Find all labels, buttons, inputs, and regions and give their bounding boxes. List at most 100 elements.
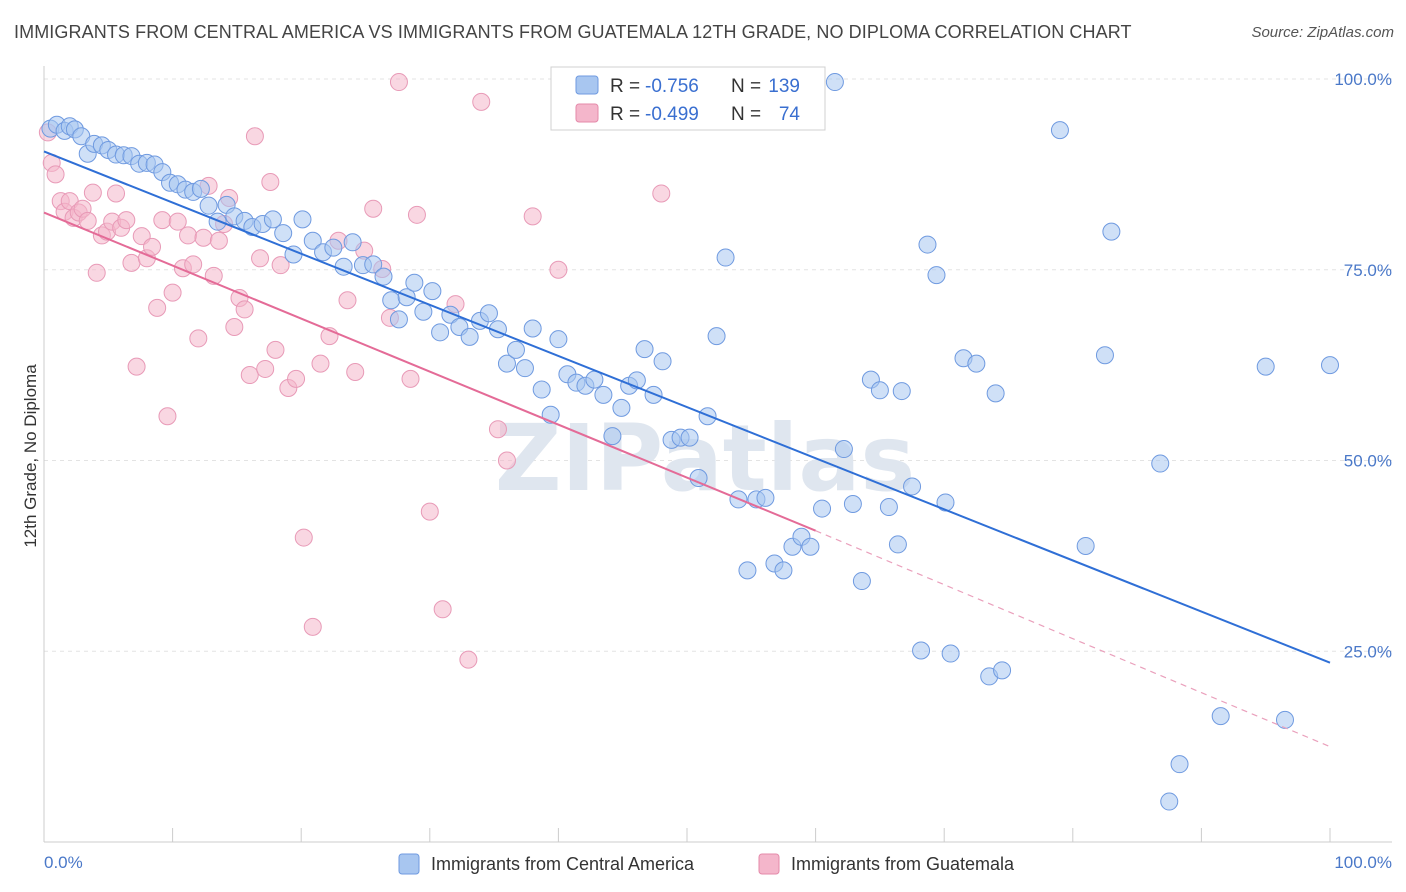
central-america-point: [1321, 356, 1339, 375]
legend-swatch-blue: [575, 75, 599, 95]
guatemala-point: [78, 211, 97, 230]
central-america-point: [1170, 755, 1189, 774]
guatemala-point: [240, 366, 259, 385]
central-america-point: [879, 498, 898, 517]
central-america-point: [515, 359, 534, 378]
source-credit: Source: ZipAtlas.com: [1251, 24, 1394, 41]
central-america-point: [603, 427, 622, 446]
y-tick-label: 50.0%: [1344, 452, 1392, 471]
central-america-point: [941, 644, 960, 663]
central-america-point: [460, 327, 479, 346]
central-america-point: [506, 340, 525, 359]
guatemala-point: [389, 73, 408, 92]
legend-r-label-pink: R =: [610, 104, 640, 125]
grid-lines: [44, 78, 1392, 652]
central-america-point: [389, 310, 408, 329]
guatemala-point: [271, 256, 290, 275]
central-america-point: [324, 238, 343, 257]
bottom-legend-label-pink: Immigrants from Guatemala: [791, 854, 1015, 874]
central-america-point: [993, 661, 1012, 680]
central-america-point: [680, 428, 699, 447]
central-america-point: [936, 493, 955, 512]
central-america-point: [635, 340, 654, 359]
guatemala-point: [153, 211, 172, 230]
guatemala-point: [549, 260, 568, 279]
guatemala-point: [235, 300, 254, 319]
central-america-point: [738, 561, 757, 580]
guatemala-trend-line: [43, 211, 816, 532]
central-america-point: [1275, 710, 1294, 729]
guatemala-point: [179, 226, 198, 245]
central-america-point: [756, 488, 775, 507]
central-america-point: [208, 212, 227, 231]
central-america-point: [549, 330, 568, 349]
trend-lines: [43, 150, 1331, 748]
legend-n-value-blue: 139: [768, 76, 800, 97]
central-america-point: [497, 354, 516, 373]
central-america-point: [263, 210, 282, 229]
guatemala-point: [433, 600, 452, 619]
series-legend: Immigrants from Central America Immigran…: [398, 853, 1015, 875]
y-tick-label: 25.0%: [1344, 642, 1392, 661]
central-america-point: [479, 304, 498, 323]
central-america-point: [1151, 454, 1170, 473]
guatemala-point: [122, 253, 141, 272]
central-america-point: [1095, 346, 1114, 365]
guatemala-point: [158, 407, 177, 426]
central-america-point: [191, 179, 210, 198]
bottom-legend-label-blue: Immigrants from Central America: [431, 854, 695, 874]
chart-title: IMMIGRANTS FROM CENTRAL AMERICA VS IMMIG…: [14, 22, 1132, 42]
guatemala-point: [127, 357, 146, 376]
legend-n-value-pink: 74: [779, 104, 801, 125]
guatemala-point: [143, 237, 162, 256]
bottom-legend-swatch-pink: [758, 853, 780, 875]
axes: [43, 66, 1392, 843]
guatemala-point: [163, 283, 182, 302]
central-america-point: [852, 572, 871, 591]
central-america-point: [343, 233, 362, 252]
central-america-point: [1160, 792, 1179, 811]
central-america-point: [1076, 536, 1095, 555]
bottom-legend-swatch-blue: [398, 853, 420, 875]
legend-r-value-pink: -0.499: [645, 104, 699, 125]
y-tick-label: 75.0%: [1344, 261, 1392, 280]
guatemala-point: [523, 207, 542, 226]
central-america-point: [1050, 121, 1069, 140]
guatemala-point: [497, 451, 516, 470]
guatemala-point: [46, 165, 65, 184]
legend-n-label-pink: N =: [731, 104, 761, 125]
central-america-points: [41, 73, 1339, 811]
guatemala-point: [266, 340, 285, 359]
y-axis-label: 12th Grade, No Diploma: [21, 364, 40, 548]
central-america-point: [374, 267, 393, 286]
guatemala-point: [189, 329, 208, 348]
central-america-point: [813, 499, 832, 518]
guatemala-points: [38, 73, 671, 669]
central-america-point: [431, 323, 450, 342]
x-tick-label-max: 100.0%: [1334, 853, 1392, 872]
central-america-point: [303, 231, 322, 250]
central-america-point: [870, 381, 889, 400]
legend-n-label-blue: N =: [731, 76, 761, 97]
central-america-point: [967, 354, 986, 373]
guatemala-point: [488, 420, 507, 439]
central-america-point: [1102, 222, 1121, 241]
guatemala-point: [261, 173, 280, 192]
central-america-point: [1211, 707, 1230, 726]
central-america-point: [986, 384, 1005, 403]
central-america-point: [382, 291, 401, 310]
guatemala-point: [303, 617, 322, 636]
central-america-point: [523, 319, 542, 338]
x-tick-label-min: 0.0%: [44, 853, 83, 872]
central-america-point: [364, 255, 383, 274]
y-tick-labels: 25.0% 50.0% 75.0% 100.0%: [1334, 70, 1392, 661]
central-america-point: [405, 273, 424, 292]
central-america-point: [801, 537, 820, 556]
central-america-point: [834, 440, 853, 459]
guatemala-point: [148, 298, 167, 317]
guatemala-point: [194, 228, 213, 247]
guatemala-point: [407, 205, 426, 224]
guatemala-point: [209, 231, 228, 250]
guatemala-point: [83, 183, 102, 202]
central-america-point: [1256, 357, 1275, 376]
